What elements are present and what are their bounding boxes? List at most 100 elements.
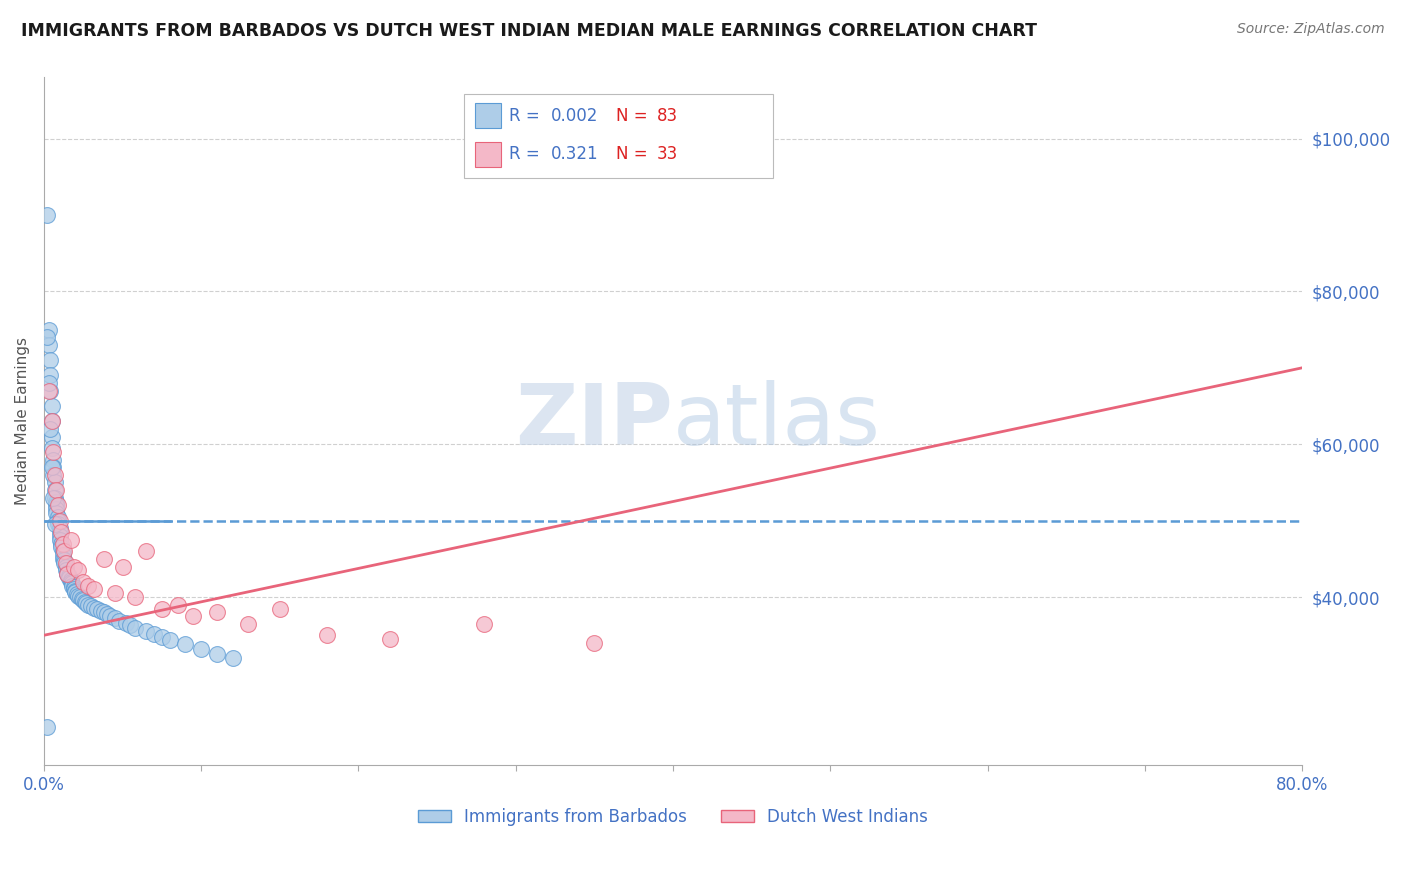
Text: 33: 33 [657,145,678,163]
Text: 83: 83 [657,107,678,125]
Point [238,616,260,631]
Text: ZIP: ZIP [515,380,673,463]
Point [190,642,212,657]
Point [42,491,65,505]
Point [70,591,93,606]
Point [48,533,70,547]
Point [205,605,228,619]
Point [72,574,94,589]
Point [45,499,67,513]
Point [46,514,69,528]
Point [52,536,75,550]
Point [46,509,69,524]
Text: IMMIGRANTS FROM BARBADOS VS DUTCH WEST INDIAN MEDIAN MALE EARNINGS CORRELATION C: IMMIGRANTS FROM BARBADOS VS DUTCH WEST I… [21,22,1038,40]
Point [55,563,77,577]
Point [60,576,83,591]
Point [41,399,63,413]
Point [46,517,69,532]
Text: Source: ZipAtlas.com: Source: ZipAtlas.com [1237,22,1385,37]
Point [159,632,181,647]
Point [39,368,62,383]
Point [86,602,108,616]
Point [56,567,79,582]
Point [48,521,70,535]
Point [66,587,89,601]
Point [58,568,80,582]
Point [111,559,134,574]
Point [51,536,73,550]
Text: R =: R = [509,107,546,125]
Point [73,594,96,608]
Point [42,467,65,482]
Point [44,467,66,482]
Point [583,636,606,650]
Point [67,589,90,603]
Point [59,574,82,589]
Point [41,414,63,428]
Point [35,330,58,344]
Point [42,445,65,459]
Point [114,615,136,630]
Point [166,598,188,612]
Legend: Immigrants from Barbados, Dutch West Indians: Immigrants from Barbados, Dutch West Ind… [411,801,935,832]
Point [38,323,60,337]
Point [93,552,115,566]
Point [93,605,115,619]
Point [38,338,60,352]
Point [58,571,80,585]
Point [124,621,146,635]
Point [55,556,77,570]
Point [55,559,77,574]
Point [51,525,73,540]
Point [104,611,127,625]
Text: N =: N = [616,107,652,125]
Point [65,584,87,599]
Point [269,601,291,615]
Point [59,533,82,547]
Point [69,590,91,604]
Point [44,491,66,505]
Point [96,607,118,621]
Point [205,647,228,661]
Point [72,593,94,607]
Point [44,483,66,497]
Point [150,630,173,644]
Point [35,720,58,734]
Point [181,609,204,624]
Point [65,585,87,599]
Point [80,599,103,614]
Point [38,376,60,390]
Point [53,553,76,567]
Point [48,525,70,540]
Point [59,574,82,588]
Point [221,651,243,665]
Point [35,208,58,222]
Text: 0.002: 0.002 [551,107,599,125]
Y-axis label: Median Male Earnings: Median Male Earnings [15,337,30,505]
Point [51,541,73,555]
Text: R =: R = [509,145,550,163]
Point [83,582,105,597]
Point [135,624,157,638]
Point [45,494,67,508]
Point [41,460,63,475]
Point [44,517,66,532]
Point [52,548,75,562]
Point [39,384,62,398]
Point [83,600,105,615]
Point [53,556,76,570]
Point [67,563,90,577]
Point [44,475,66,490]
Point [39,353,62,368]
Point [46,499,69,513]
Text: atlas: atlas [673,380,882,463]
Point [174,637,197,651]
Point [52,544,75,558]
Point [42,460,65,475]
Point [316,628,339,642]
Point [45,506,67,520]
Text: N =: N = [616,145,652,163]
Point [45,502,67,516]
Point [75,596,97,610]
Point [41,429,63,443]
